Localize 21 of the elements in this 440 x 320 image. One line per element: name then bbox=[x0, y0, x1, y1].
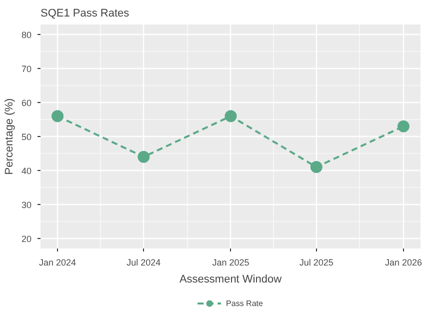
y-tick-label: 80 bbox=[21, 30, 32, 40]
chart-title: SQE1 Pass Rates bbox=[40, 8, 130, 20]
point bbox=[310, 161, 322, 174]
y-tick-label: 60 bbox=[21, 98, 32, 108]
y-tick-label: 30 bbox=[21, 200, 32, 210]
point bbox=[138, 150, 150, 163]
x-tick-label: Jan 2026 bbox=[384, 258, 422, 268]
x-tick-label: Jul 2024 bbox=[126, 258, 161, 268]
y-tick-label: 20 bbox=[21, 234, 32, 244]
x-tick-label: Jan 2025 bbox=[212, 258, 250, 268]
legend-label: Pass Rate bbox=[226, 298, 263, 310]
point bbox=[224, 110, 237, 122]
y-axis-title: Percentage (%) bbox=[3, 98, 16, 175]
x-tick-label: Jan 2024 bbox=[39, 258, 76, 268]
x-axis-title: Assessment Window bbox=[179, 274, 282, 286]
y-tick-label: 40 bbox=[21, 166, 32, 176]
x-tick-label: Jul 2025 bbox=[299, 258, 334, 268]
y-tick-label: 50 bbox=[21, 132, 32, 142]
point bbox=[397, 120, 410, 132]
y-tick-label: 70 bbox=[21, 64, 32, 74]
point bbox=[52, 110, 64, 122]
